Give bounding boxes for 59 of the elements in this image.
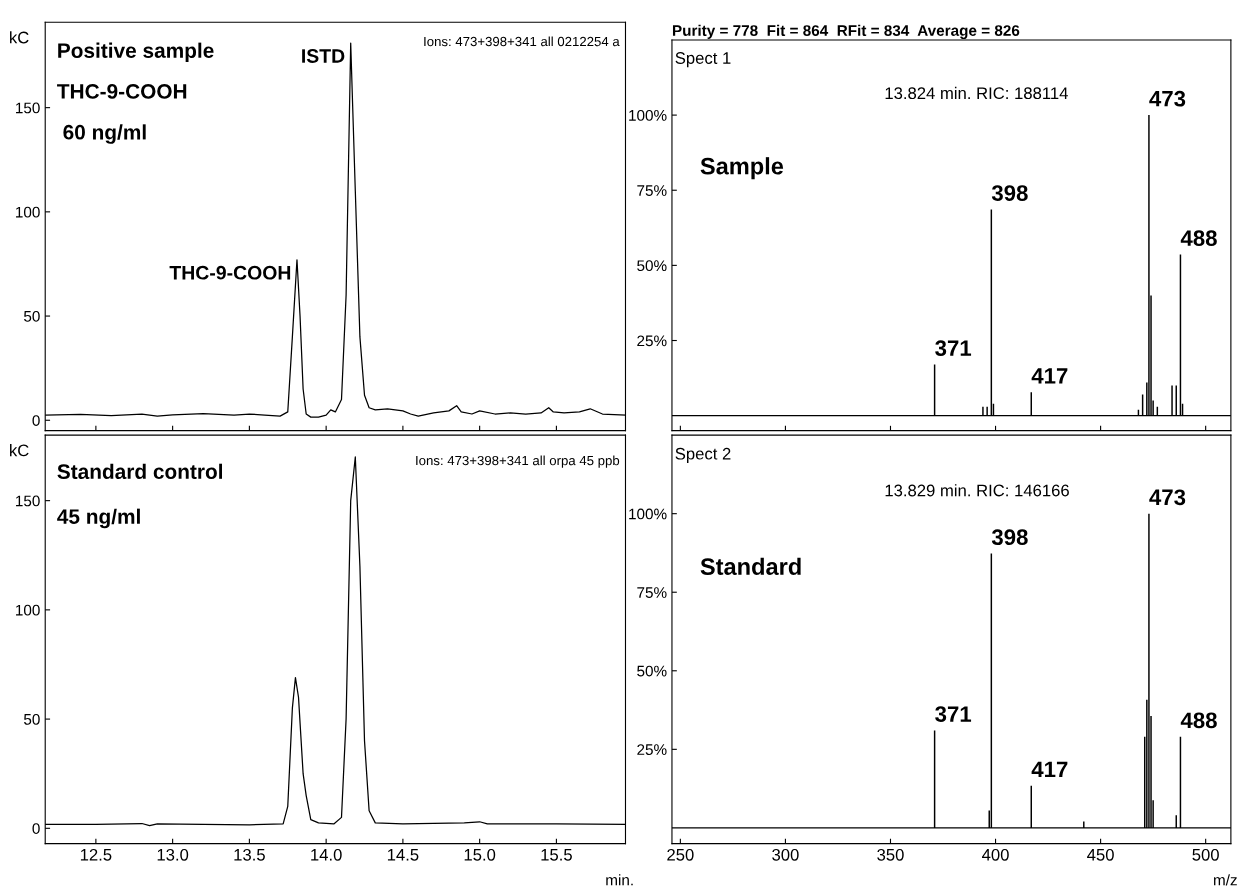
y-tick-label: 50	[23, 310, 40, 322]
y-tick-label: 25%	[637, 744, 667, 756]
annotation: ISTD	[302, 49, 345, 63]
y-tick-label: 0	[32, 415, 40, 426]
annotation: 488	[1180, 230, 1217, 246]
annotation: 60 ng/ml	[63, 124, 146, 144]
annotation: 371	[935, 706, 972, 722]
annotation: 398	[991, 185, 1028, 201]
annotation: 398	[991, 529, 1028, 546]
x-tick-label: 14.0	[311, 848, 342, 861]
annotation: 488	[1180, 712, 1217, 729]
annotation: Standard	[700, 557, 801, 576]
annotation: 473	[1149, 90, 1186, 107]
y-tick-label: 100%	[629, 109, 667, 121]
x-tick-label: 350	[877, 848, 904, 861]
y-tick-label: 50	[23, 713, 40, 725]
annotation: Ions: 473+398+341 all orpa 45 ppb	[416, 455, 620, 468]
annotation: Spect 1	[675, 52, 731, 68]
y-tick-label: 150	[16, 102, 40, 114]
x-tick-label: 13.0	[157, 848, 189, 861]
chart-title: Purity = 778 Fit = 864 RFit = 834 Average = 826	[672, 24, 1020, 40]
x-tick-label: 15.0	[464, 848, 496, 861]
annotation: Spect 2	[675, 447, 731, 463]
x-axis-title: m/z	[1214, 874, 1237, 886]
x-axis-title: min.	[606, 874, 633, 886]
annotation: Positive sample	[58, 42, 214, 63]
y-tick-label: 100	[16, 206, 40, 218]
annotation: 473	[1149, 489, 1186, 506]
y-tick-label: 0	[32, 823, 40, 834]
y-tick-label: 100%	[629, 508, 667, 520]
annotation: 13.824 min. RIC: 188114	[885, 86, 1068, 100]
annotation: 417	[1031, 761, 1068, 778]
annotation: 13.829 min. RIC: 146166	[885, 484, 1069, 497]
x-tick-label: 500	[1192, 848, 1219, 861]
x-tick-label: 12.5	[80, 848, 112, 861]
x-tick-label: 15.5	[541, 849, 572, 861]
y-axis-title: kC	[10, 444, 29, 457]
y-tick-label: 75%	[637, 185, 667, 196]
annotation: 371	[935, 340, 972, 357]
annotation: Ions: 473+398+341 all 0212254 a	[424, 36, 620, 47]
annotation: THC-9-COOH	[57, 84, 187, 99]
y-tick-label: 50%	[637, 665, 667, 677]
annotation: Standard control	[57, 463, 223, 480]
y-tick-label: 75%	[637, 587, 667, 598]
x-tick-label: 300	[772, 848, 799, 861]
x-tick-label: 450	[1087, 848, 1114, 861]
y-tick-label: 150	[16, 495, 40, 507]
x-tick-label: 13.5	[234, 848, 265, 861]
y-tick-label: 100	[16, 604, 40, 616]
annotation: 417	[1031, 368, 1068, 384]
y-tick-label: 50%	[637, 260, 667, 272]
x-tick-label: 250	[667, 848, 694, 861]
annotation: 45 ng/ml	[57, 508, 140, 529]
y-axis-title: kC	[10, 31, 29, 44]
x-tick-label: 400	[982, 848, 1009, 861]
annotation: THC-9-COOH	[169, 265, 291, 280]
x-tick-label: 14.5	[387, 849, 419, 861]
annotation: Sample	[700, 157, 784, 180]
y-tick-label: 25%	[637, 335, 667, 347]
